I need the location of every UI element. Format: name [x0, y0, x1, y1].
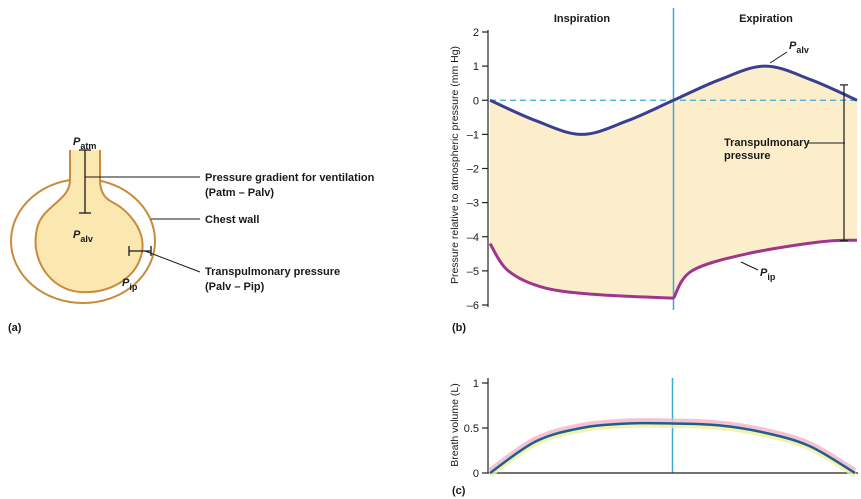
- gradient-label-1: Pressure gradient for ventilation: [205, 172, 375, 184]
- pressure-tick-label: –3: [467, 198, 479, 210]
- p-ip-label: Pip: [122, 277, 138, 292]
- pressure-tick-label: –1: [467, 129, 479, 141]
- lung-airway: [34, 150, 144, 294]
- pressure-tick-label: 1: [473, 61, 479, 73]
- transpulmonary-annotation-2: pressure: [724, 150, 770, 162]
- transpulmonary-annotation-1: Transpulmonary: [724, 137, 810, 149]
- chest-wall-label: Chest wall: [205, 214, 259, 226]
- panel-c: 10.50 Breath volume (L) (c): [449, 378, 858, 497]
- phase-label-inspiration: Inspiration: [554, 13, 611, 25]
- volume-curve: [489, 421, 856, 475]
- pressure-tick-label: 2: [473, 27, 479, 39]
- transpulmonary-leader: [144, 250, 201, 273]
- pip-label-leader: [740, 261, 759, 271]
- pressure-tick-label: –5: [467, 266, 479, 278]
- volume-tick-label: 0: [473, 468, 479, 480]
- volume-tick-label: 0.5: [464, 423, 479, 435]
- phase-label-expiration: Expiration: [739, 13, 793, 25]
- panel-b: 210–1–2–3–4–5–6 Palv Pip Transpulmonary …: [449, 8, 858, 334]
- pressure-tick-label: –6: [467, 300, 479, 312]
- volume-tick-label: 1: [473, 378, 479, 390]
- palv-series-line: [489, 64, 858, 136]
- pip-series-line: [488, 238, 858, 300]
- gradient-label-2: (Patm – Palv): [205, 187, 274, 199]
- pressure-tick-label: 0: [473, 95, 479, 107]
- volume-curve-highlight-yellow: [488, 422, 857, 478]
- panel-b-label: (b): [452, 322, 466, 334]
- palv-label-leader: [769, 51, 788, 64]
- panel-a: Patm Palv Pip Pressure gradient for vent…: [8, 136, 375, 334]
- volume-y-ticks: 10.50: [464, 378, 488, 480]
- volume-curve-highlight-pink: [488, 418, 857, 474]
- p-atm-label: Patm: [73, 136, 96, 151]
- pressure-axis-title: Pressure relative to atmospheric pressur…: [449, 46, 461, 284]
- volume-axis-title: Breath volume (L): [449, 383, 461, 466]
- pressure-tick-label: –4: [467, 232, 479, 244]
- panel-a-label: (a): [8, 322, 22, 334]
- palv-series-label: Palv: [789, 40, 809, 55]
- panel-c-label: (c): [452, 485, 466, 497]
- transpulmonary-label-2: (Palv – Pip): [205, 281, 265, 293]
- pip-series-label: Pip: [760, 267, 776, 282]
- p-alv-label: Palv: [73, 229, 93, 244]
- pressure-tick-label: –2: [467, 164, 479, 176]
- transpulmonary-label-1: Transpulmonary pressure: [205, 266, 340, 278]
- pressure-y-ticks: 2 1 0 –1 –2 –3 –4 –5 –6: [467, 27, 488, 312]
